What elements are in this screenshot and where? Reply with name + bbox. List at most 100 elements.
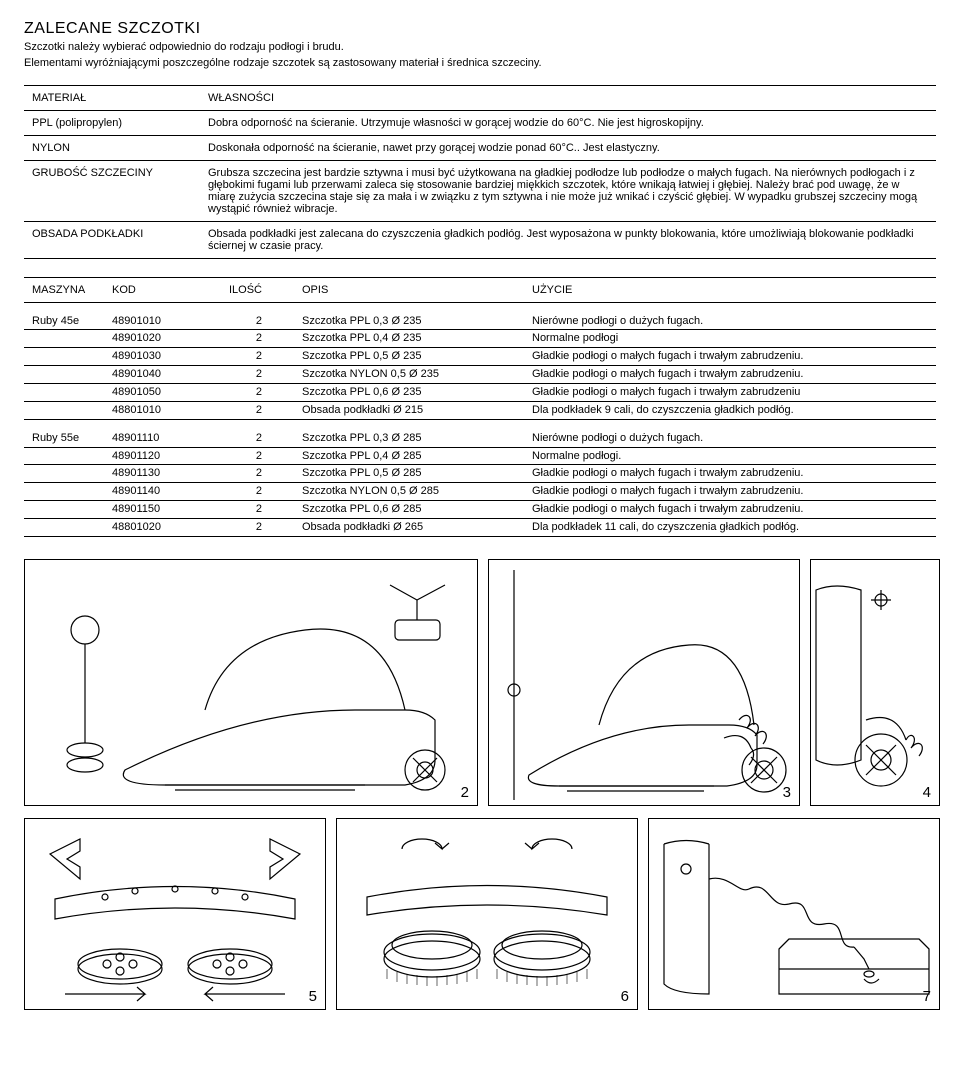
cell-uzy: Gładkie podłogi o małych fugach i trwały… bbox=[532, 349, 928, 364]
table-row: Ruby 45e 48901010 2 Szczotka PPL 0,3 Ø 2… bbox=[24, 313, 936, 331]
table-row: PPL (polipropylen) Dobra odporność na śc… bbox=[24, 110, 936, 135]
table-row: 48901050 2 Szczotka PPL 0,6 Ø 235 Gładki… bbox=[24, 384, 936, 402]
h-uzycie: UŻYCIE bbox=[532, 284, 928, 296]
cell-uzy: Normalne podłogi. bbox=[532, 449, 928, 464]
cell-opis: Szczotka PPL 0,6 Ø 235 bbox=[302, 385, 532, 400]
materials-row-value: Obsada podkładki jest zalecana do czyszc… bbox=[200, 221, 936, 258]
table-row: 48901020 2 Szczotka PPL 0,4 Ø 235 Normal… bbox=[24, 330, 936, 348]
cell-uzy: Gładkie podłogi o małych fugach i trwały… bbox=[532, 385, 928, 400]
materials-row-value: Grubsza szczecina jest bardzie sztywna i… bbox=[200, 160, 936, 221]
table-row: OBSADA PODKŁADKI Obsada podkładki jest z… bbox=[24, 221, 936, 258]
cell-il: 2 bbox=[212, 403, 302, 418]
h-kod: KOD bbox=[112, 284, 212, 296]
cell-kod: 48801010 bbox=[112, 403, 212, 418]
table-row: NYLON Doskonała odporność na ścieranie, … bbox=[24, 135, 936, 160]
cell-il: 2 bbox=[212, 466, 302, 481]
cell-il: 2 bbox=[212, 367, 302, 382]
materials-row-label: OBSADA PODKŁADKI bbox=[24, 221, 200, 258]
cell-kod: 48901040 bbox=[112, 367, 212, 382]
figure-number: 3 bbox=[783, 784, 791, 801]
figure-3: 3 bbox=[488, 559, 800, 806]
figure-5: 5 bbox=[24, 818, 326, 1010]
cell-opis: Szczotka PPL 0,3 Ø 285 bbox=[302, 431, 532, 446]
cell-opis: Szczotka NYLON 0,5 Ø 235 bbox=[302, 367, 532, 382]
cell-opis: Szczotka PPL 0,3 Ø 235 bbox=[302, 314, 532, 329]
table-row: 48901120 2 Szczotka PPL 0,4 Ø 285 Normal… bbox=[24, 448, 936, 466]
cell-uzy: Normalne podłogi bbox=[532, 331, 928, 346]
materials-head-value: WŁASNOŚCI bbox=[200, 85, 936, 110]
cell-kod: 48901020 bbox=[112, 331, 212, 346]
figure-number: 2 bbox=[461, 784, 469, 801]
cell-opis: Szczotka PPL 0,6 Ø 285 bbox=[302, 502, 532, 517]
table-row: GRUBOŚĆ SZCZECINY Grubsza szczecina jest… bbox=[24, 160, 936, 221]
cell-kod: 48901140 bbox=[112, 484, 212, 499]
parts-header: MASZYNA KOD ILOŚĆ OPIS UŻYCIE bbox=[24, 277, 936, 303]
cell-il: 2 bbox=[212, 314, 302, 329]
figure-number: 6 bbox=[621, 988, 629, 1005]
cell-opis: Szczotka PPL 0,4 Ø 235 bbox=[302, 331, 532, 346]
cell-uzy: Nierówne podłogi o dużych fugach. bbox=[532, 314, 928, 329]
cell-kod: 48901050 bbox=[112, 385, 212, 400]
materials-table: MATERIAŁ WŁASNOŚCI PPL (polipropylen) Do… bbox=[24, 85, 936, 259]
cell-uzy: Nierówne podłogi o dużych fugach. bbox=[532, 431, 928, 446]
figure-7: 7 bbox=[648, 818, 940, 1010]
h-ilosc: ILOŚĆ bbox=[212, 284, 302, 296]
table-row: 48901140 2 Szczotka NYLON 0,5 Ø 285 Gład… bbox=[24, 483, 936, 501]
materials-row-label: NYLON bbox=[24, 135, 200, 160]
h-maszyna: MASZYNA bbox=[32, 284, 112, 296]
cell-opis: Szczotka PPL 0,5 Ø 285 bbox=[302, 466, 532, 481]
machine-name: Ruby 45e bbox=[32, 314, 112, 329]
cell-il: 2 bbox=[212, 520, 302, 535]
intro-block: Szczotki należy wybierać odpowiednio do … bbox=[24, 40, 936, 71]
materials-row-value: Dobra odporność na ścieranie. Utrzymuje … bbox=[200, 110, 936, 135]
parts-group-ruby45: Ruby 45e 48901010 2 Szczotka PPL 0,3 Ø 2… bbox=[24, 313, 936, 420]
cell-opis: Szczotka NYLON 0,5 Ø 285 bbox=[302, 484, 532, 499]
figure-number: 5 bbox=[309, 988, 317, 1005]
cell-uzy: Gładkie podłogi o małych fugach i trwały… bbox=[532, 484, 928, 499]
table-row: 48801020 2 Obsada podkładki Ø 265 Dla po… bbox=[24, 519, 936, 537]
h-opis: OPIS bbox=[302, 284, 532, 296]
table-row: Ruby 55e 48901110 2 Szczotka PPL 0,3 Ø 2… bbox=[24, 430, 936, 448]
table-row: 48901040 2 Szczotka NYLON 0,5 Ø 235 Gład… bbox=[24, 366, 936, 384]
table-row: 48901030 2 Szczotka PPL 0,5 Ø 235 Gładki… bbox=[24, 348, 936, 366]
intro-line: Szczotki należy wybierać odpowiednio do … bbox=[24, 40, 936, 54]
table-row: 48901130 2 Szczotka PPL 0,5 Ø 285 Gładki… bbox=[24, 465, 936, 483]
cell-il: 2 bbox=[212, 449, 302, 464]
materials-row-value: Doskonała odporność na ścieranie, nawet … bbox=[200, 135, 936, 160]
cell-opis: Obsada podkładki Ø 265 bbox=[302, 520, 532, 535]
table-row: 48801010 2 Obsada podkładki Ø 215 Dla po… bbox=[24, 402, 936, 420]
figure-number: 4 bbox=[923, 784, 931, 801]
parts-group-ruby55: Ruby 55e 48901110 2 Szczotka PPL 0,3 Ø 2… bbox=[24, 430, 936, 537]
cell-kod: 48801020 bbox=[112, 520, 212, 535]
cell-kod: 48901120 bbox=[112, 449, 212, 464]
cell-kod: 48901110 bbox=[112, 431, 212, 446]
figure-4: 4 bbox=[810, 559, 940, 806]
intro-line: Elementami wyróżniającymi poszczególne r… bbox=[24, 56, 936, 70]
cell-kod: 48901030 bbox=[112, 349, 212, 364]
cell-opis: Szczotka PPL 0,4 Ø 285 bbox=[302, 449, 532, 464]
cell-uzy: Dla podkładek 9 cali, do czyszczenia gła… bbox=[532, 403, 928, 418]
figure-2: 2 bbox=[24, 559, 478, 806]
cell-kod: 48901130 bbox=[112, 466, 212, 481]
cell-opis: Szczotka PPL 0,5 Ø 235 bbox=[302, 349, 532, 364]
cell-kod: 48901150 bbox=[112, 502, 212, 517]
cell-uzy: Gładkie podłogi o małych fugach i trwały… bbox=[532, 367, 928, 382]
materials-row-label: PPL (polipropylen) bbox=[24, 110, 200, 135]
figure-6: 6 bbox=[336, 818, 638, 1010]
cell-uzy: Gładkie podłogi o małych fugach i trwały… bbox=[532, 466, 928, 481]
cell-uzy: Dla podkładek 11 cali, do czyszczenia gł… bbox=[532, 520, 928, 535]
cell-il: 2 bbox=[212, 431, 302, 446]
cell-il: 2 bbox=[212, 349, 302, 364]
machine-name: Ruby 55e bbox=[32, 431, 112, 446]
cell-il: 2 bbox=[212, 484, 302, 499]
cell-il: 2 bbox=[212, 502, 302, 517]
page-title: ZALECANE SZCZOTKI bbox=[24, 20, 936, 38]
cell-uzy: Gładkie podłogi o małych fugach i trwały… bbox=[532, 502, 928, 517]
cell-opis: Obsada podkładki Ø 215 bbox=[302, 403, 532, 418]
figure-row-1: 2 3 bbox=[24, 559, 936, 806]
cell-il: 2 bbox=[212, 385, 302, 400]
materials-row-label: GRUBOŚĆ SZCZECINY bbox=[24, 160, 200, 221]
cell-il: 2 bbox=[212, 331, 302, 346]
table-row: 48901150 2 Szczotka PPL 0,6 Ø 285 Gładki… bbox=[24, 501, 936, 519]
figure-number: 7 bbox=[923, 988, 931, 1005]
